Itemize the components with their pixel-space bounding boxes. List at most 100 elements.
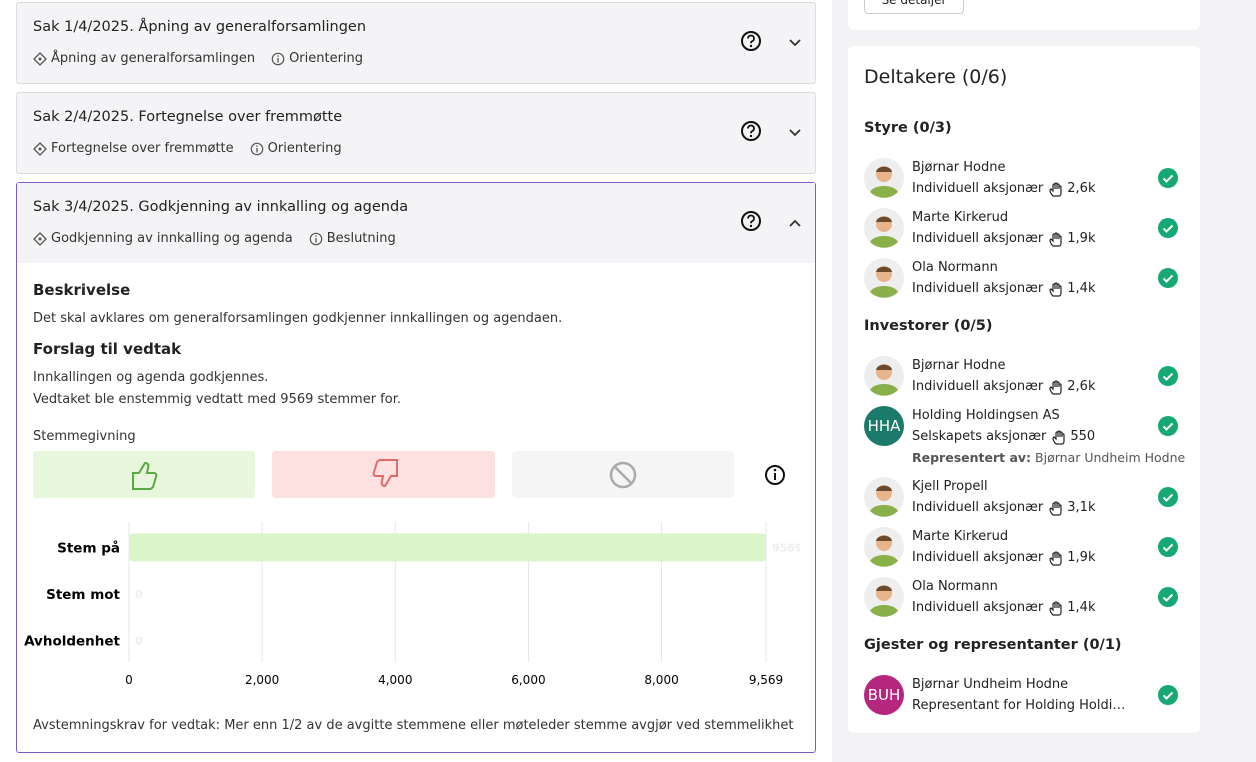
hand-icon	[1049, 551, 1062, 566]
vote-against-button[interactable]	[272, 451, 495, 498]
value-label: 0	[135, 588, 143, 601]
member-role: Individuell aksjonær	[912, 231, 1044, 246]
x-tick-label: 0	[125, 673, 133, 687]
x-tick-label: 2,000	[245, 673, 279, 687]
member-name: Holding Holdingsen AS	[912, 408, 1060, 423]
member-name: Marte Kirkerud	[912, 529, 1009, 544]
member-role: Selskapets aksjonær	[912, 429, 1047, 444]
avatar	[864, 158, 904, 198]
help-icon[interactable]	[740, 210, 762, 232]
member-role: Individuell aksjonær	[912, 550, 1044, 565]
member-role: Individuell aksjonær	[912, 500, 1044, 515]
y-tick-label: Stem mot	[46, 587, 120, 603]
member-shares: 3,1k	[1067, 500, 1096, 515]
help-icon[interactable]	[740, 30, 762, 52]
x-tick-label: 9,569	[749, 673, 783, 687]
member-role: Representant for Holding Holdi…	[912, 698, 1126, 713]
hand-icon	[1049, 282, 1062, 297]
hand-icon	[1052, 430, 1065, 445]
agenda-subject: Åpning av generalforsamlingen	[51, 51, 256, 66]
agenda-title: Sak 1/4/2025. Åpning av generalforsamlin…	[33, 19, 367, 35]
abstain-button[interactable]	[512, 451, 734, 498]
agenda-kind: Beslutning	[326, 231, 396, 246]
agenda-title: Sak 3/4/2025. Godkjenning av innkalling …	[33, 199, 409, 215]
chevron[interactable]	[788, 218, 802, 228]
member-name: Kjell Propell	[912, 479, 988, 494]
text: Innkallingen og agenda godkjennes.	[33, 370, 269, 385]
subject-icon	[33, 52, 47, 66]
avatar	[864, 577, 904, 617]
text: Vedtaket ble enstemmig vedtatt med 9569 …	[33, 392, 401, 407]
details-button[interactable]: Se detaljer	[864, 0, 964, 14]
member-name: Ola Normann	[912, 579, 998, 594]
participants-card	[848, 46, 1200, 733]
represented-by: Bjørnar Undheim Hodne	[1035, 450, 1186, 465]
avatar	[864, 208, 904, 248]
kind-icon	[250, 142, 263, 156]
avatar: BUH	[864, 675, 904, 715]
kind-icon	[271, 52, 285, 66]
member-role: Individuell aksjonær	[912, 600, 1044, 615]
status-check	[1158, 685, 1178, 705]
member-shares: 1,9k	[1067, 550, 1096, 565]
x-tick-label: 4,000	[378, 673, 412, 687]
member-name: Bjørnar Undheim Hodne	[912, 677, 1069, 692]
agenda-item	[16, 92, 816, 174]
hand-icon	[1049, 380, 1062, 395]
participants-title: Deltakere (0/6)	[864, 66, 1008, 88]
member-shares: 1,4k	[1067, 281, 1096, 296]
status-check	[1158, 168, 1178, 188]
bar	[129, 533, 766, 562]
subject-icon	[33, 232, 47, 246]
x-tick-label: 8,000	[644, 673, 678, 687]
member-role: Individuell aksjonær	[912, 379, 1044, 394]
y-tick-label: Avholdenhet	[24, 634, 120, 650]
info-icon[interactable]	[764, 464, 786, 486]
heading: Forslag til vedtak	[33, 340, 182, 358]
x-tick-label: 6,000	[511, 673, 545, 687]
hand-icon	[1049, 182, 1062, 197]
status-check	[1158, 268, 1178, 288]
member-shares: 1,9k	[1067, 231, 1096, 246]
vote-for-button[interactable]	[33, 451, 255, 498]
agenda-kind: Orientering	[267, 141, 342, 156]
member-role: Individuell aksjonær	[912, 281, 1044, 296]
thumb-up-icon	[132, 461, 158, 490]
represented-label: Representert av:	[912, 450, 1032, 465]
heading: Beskrivelse	[33, 281, 131, 299]
member-role: Individuell aksjonær	[912, 181, 1044, 196]
avatar	[864, 356, 904, 396]
status-check	[1158, 366, 1178, 386]
member-name: Bjørnar Hodne	[912, 358, 1006, 373]
vote-chart: 0 2,000 4,000 6,000 8,000 9,569 Stem på 9569 Ste…	[24, 522, 800, 687]
agenda-title: Sak 2/4/2025. Fortegnelse over fremmøtte	[33, 109, 343, 125]
agenda-kind: Orientering	[289, 51, 364, 66]
chevron[interactable]	[788, 128, 802, 138]
agenda-subject: Godkjenning av innkalling og agenda	[51, 231, 293, 246]
hand-icon	[1049, 501, 1062, 516]
avatar	[864, 477, 904, 517]
member-name: Bjørnar Hodne	[912, 160, 1006, 175]
top-card: Se detaljer	[848, 0, 1200, 30]
help-icon[interactable]	[740, 120, 762, 142]
chevron[interactable]	[788, 38, 802, 48]
subject-icon	[33, 142, 47, 156]
requirement: Avstemningskrav for vedtak: Mer enn 1/2 …	[33, 718, 794, 733]
member-name: Marte Kirkerud	[912, 210, 1009, 225]
thumb-down-icon	[372, 459, 398, 488]
text: Det skal avklares om generalforsamlingen…	[33, 311, 563, 326]
y-tick-label: Stem på	[57, 539, 120, 556]
status-check	[1158, 587, 1178, 607]
hand-icon	[1049, 232, 1062, 247]
member-shares: 2,6k	[1067, 181, 1096, 196]
label: Stemmegivning	[33, 429, 136, 444]
kind-icon	[309, 232, 323, 246]
abstain-icon	[609, 461, 637, 489]
avatar	[864, 527, 904, 567]
member-shares: 2,6k	[1067, 379, 1096, 394]
status-check	[1158, 416, 1178, 436]
avatar: HHA	[864, 406, 904, 446]
group-title: Investorer (0/5)	[864, 318, 993, 334]
value-label: 0	[135, 635, 143, 648]
